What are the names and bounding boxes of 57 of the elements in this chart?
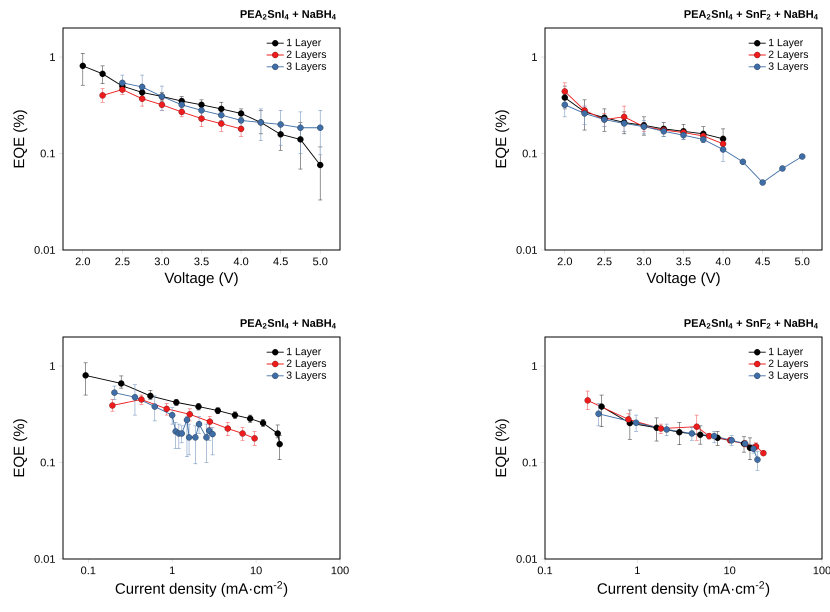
chart-title: PEA$_{2}$SnI$_{4}$ + NaBH$_{4}$: [240, 10, 336, 20]
legend-label: 2 Layers: [286, 360, 326, 370]
x-axis-title: Voltage (V): [164, 272, 238, 286]
legend-label: 3 Layers: [286, 371, 326, 381]
legend-label: 1 Layer: [769, 348, 804, 358]
legend-label: 3 Layers: [768, 62, 808, 72]
x-tick-label: 10: [724, 566, 736, 574]
x-tick-label: 5.0: [795, 258, 810, 266]
x-tick-label: 4.0: [234, 258, 248, 266]
y-tick-label: 1: [50, 53, 55, 61]
x-tick-label: 4.0: [716, 258, 730, 266]
x-axis-title: Voltage (V): [646, 272, 720, 286]
x-tick-label: 2.0: [558, 258, 572, 266]
y-tick-label: 0.1: [40, 458, 55, 466]
x-axis-title: Current density (mA·cm$^{-2}$): [598, 581, 770, 597]
x-tick-label: 3.5: [194, 258, 209, 266]
legend-label: 1 Layer: [769, 38, 804, 48]
y-tick-label: 0.01: [34, 555, 55, 563]
x-tick-label: 3.0: [636, 258, 652, 266]
x-tick-label: 0.1: [81, 566, 96, 574]
legend-label: 1 Layer: [287, 38, 322, 48]
legend-label: 3 Layers: [768, 371, 808, 381]
chart-title: PEA$_{2}$SnI$_{4}$ + SnF$_{2}$ + NaBH$_{4}$: [684, 10, 818, 20]
legend-label: 2 Layers: [768, 50, 808, 60]
legend-label: 3 Layers: [286, 62, 326, 72]
x-tick-label: 3.0: [154, 258, 170, 266]
x-tick-label: 5.0: [313, 258, 328, 266]
y-tick-label: 0.01: [516, 555, 537, 563]
x-axis-title: Current density (mA·cm$^{-2}$): [116, 581, 288, 597]
chart-title: PEA$_{2}$SnI$_{4}$ + SnF$_{2}$ + NaBH$_{4}$: [684, 319, 818, 328]
y-tick-label: 1: [50, 362, 55, 370]
y-tick-label: 1: [532, 362, 537, 370]
x-tick-label: 3.5: [676, 258, 691, 266]
x-tick-label: 2.5: [115, 258, 130, 266]
y-tick-label: 0.1: [40, 150, 55, 158]
y-axis-title: EQE (%): [495, 110, 510, 168]
y-axis-title: EQE (%): [13, 419, 28, 476]
x-tick-label: 2.5: [597, 258, 612, 266]
y-tick-label: 0.01: [34, 246, 55, 254]
y-tick-label: 0.1: [522, 150, 537, 158]
x-tick-label: 100: [332, 566, 349, 574]
x-tick-label: 2.0: [76, 258, 90, 266]
legend-label: 2 Layers: [286, 50, 326, 60]
chart-title: PEA$_{2}$SnI$_{4}$ + NaBH$_{4}$: [240, 319, 336, 328]
legend-label: 1 Layer: [287, 348, 322, 358]
y-axis-title: EQE (%): [495, 419, 510, 476]
x-tick-label: 1: [635, 566, 640, 574]
y-axis-title: EQE (%): [13, 110, 28, 168]
x-tick-label: 4.5: [755, 258, 770, 266]
y-tick-label: 1: [532, 53, 537, 61]
x-tick-label: 10: [250, 566, 262, 574]
y-tick-label: 0.1: [522, 458, 537, 466]
y-tick-label: 0.01: [516, 246, 537, 254]
legend-label: 2 Layers: [768, 360, 808, 370]
x-tick-label: 0.1: [538, 566, 552, 574]
x-tick-label: 1: [170, 566, 175, 574]
x-tick-label: 4.5: [273, 258, 288, 266]
